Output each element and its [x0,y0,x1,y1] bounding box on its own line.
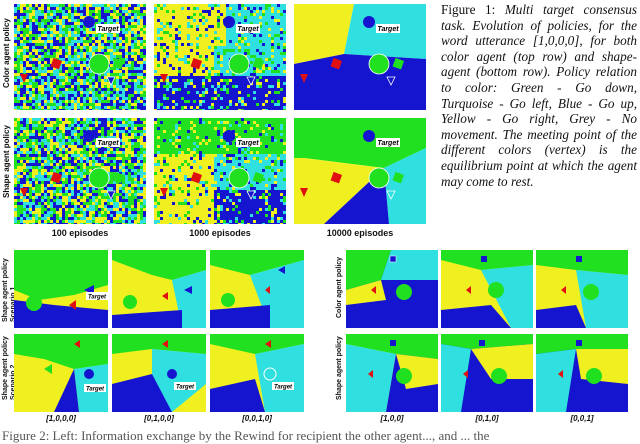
left-panel-1-3 [210,250,304,328]
left-col-label-2: [0,1,0,0] [144,414,174,423]
target-label-bg [236,24,260,33]
right-col-label-1: [1,0,0] [380,414,404,423]
left-panel-2-1: Target [14,334,108,412]
f1-clean-1 [294,4,426,110]
blue-triangle-icon [246,76,256,86]
green-circle-icon [368,53,390,75]
left-target-2: Target [86,387,105,393]
green-circle-icon [368,167,390,189]
red-square-icon [50,171,63,184]
row-label-color-agent: Color agent policy [2,18,11,88]
green-circle-icon [228,53,250,75]
green-square-icon [392,57,405,70]
f1-mixed-2 [154,118,286,224]
agent-circle-icon [363,16,375,28]
agent-circle-icon [83,16,95,28]
right-panel-1-3 [536,250,628,328]
green-circle-icon [88,167,110,189]
red-triangle-icon [160,188,168,197]
red-square-icon [330,57,343,70]
f1-col-label-1000: 1000 episodes [189,228,251,238]
target-label: Target [97,26,119,33]
left-panel-2-2: Target [112,334,206,412]
green-circle-icon [228,167,250,189]
red-triangle-icon [20,74,28,83]
target-label-bg [236,138,260,147]
target-label: Target [377,140,399,147]
left-col-label-1: [1,0,0,0] [46,414,76,423]
blue-triangle-icon [106,76,116,86]
green-circle-icon [88,53,110,75]
left-target-1: Target [88,295,107,301]
left-target-4: Target [274,385,293,391]
f1-panel-color-1000 [154,4,286,110]
green-square-icon [112,171,125,184]
right-row-label-2: Shape agent policy [336,336,343,400]
left-panel-2-3: Target [210,334,304,412]
red-triangle-icon [160,74,168,83]
right-panel-2-3 [536,334,628,412]
f1-col-label-100: 100 episodes [51,228,109,238]
f1-col-label-10000: 10000 episodes [326,228,394,238]
right-panel-1-1 [346,250,438,328]
green-square-icon [112,57,125,70]
left-col-label-3: [0,0,1,0] [242,414,272,423]
f1-panel-color-10000 [294,4,426,110]
f1-noise-1 [14,4,146,110]
agent-circle-icon [363,130,375,142]
green-square-icon [252,57,265,70]
caption-body: Multi target consensus task. Evolution o… [441,2,637,189]
figure1-caption: Figure 1: Multi target consensus task. E… [441,2,637,189]
target-label-bg [376,24,400,33]
row-label-shape-agent: Shape agent policy [2,125,11,198]
blue-triangle-icon [386,190,396,200]
f1-panel-color-100 [14,4,146,110]
right-panel-2-1 [346,334,438,412]
red-triangle-icon [20,188,28,197]
right-col-label-2: [0,1,0] [475,414,499,423]
agent-circle-icon [223,130,235,142]
f1-objects: Target Target Target Target Target Target [20,16,405,200]
right-row-label-1: Color agent policy [336,256,343,318]
target-label: Target [237,140,259,147]
agent-circle-icon [223,16,235,28]
right-col-label-3: [0,0,1] [570,414,594,423]
f1-mixed-1 [154,4,286,110]
red-triangle-icon [300,74,308,83]
left-panel-1-2 [112,250,206,328]
right-panel-2-2 [441,334,533,412]
red-square-icon [190,57,203,70]
right-panel-1-2 [441,250,533,328]
agent-circle-icon [83,130,95,142]
blue-triangle-icon [386,76,396,86]
caption-label: Figure 1: [441,2,496,17]
left-panel-1-1: Target [14,250,108,328]
blue-triangle-icon [246,190,256,200]
red-triangle-icon [300,188,308,197]
f1-panel-shape-10000 [294,118,426,224]
green-square-icon [252,171,265,184]
target-label: Target [237,26,259,33]
f1-panel-shape-1000 [154,118,286,224]
target-label-bg [96,24,120,33]
figure2-caption-cut: Figure 2: Left: Information exchange by … [2,428,490,443]
target-label-bg [96,138,120,147]
target-label-bg [376,138,400,147]
red-square-icon [50,57,63,70]
target-label: Target [377,26,399,33]
red-square-icon [330,171,343,184]
green-square-icon [392,171,405,184]
target-label: Target [97,140,119,147]
f1-clean-2 [294,118,426,224]
left-target-3: Target [176,385,195,391]
red-square-icon [190,171,203,184]
blue-triangle-icon [106,190,116,200]
